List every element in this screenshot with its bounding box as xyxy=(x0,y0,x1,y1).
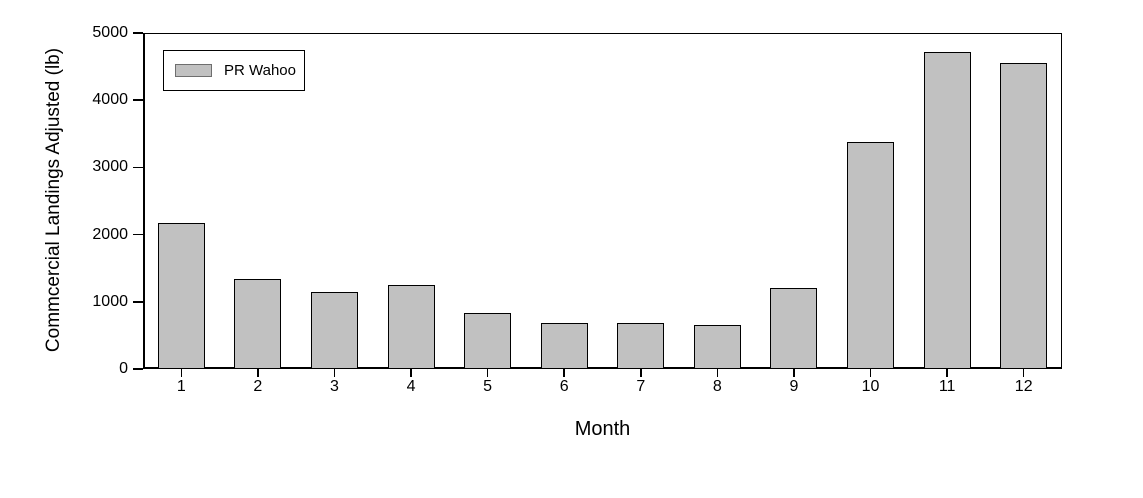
x-tick-5 xyxy=(486,369,489,377)
x-tick-label-3: 3 xyxy=(330,378,339,395)
x-tick-10 xyxy=(869,369,872,377)
bar-month-1 xyxy=(157,222,205,369)
x-tick-4 xyxy=(410,369,412,377)
legend: PR Wahoo xyxy=(163,50,305,91)
x-tick-label-2: 2 xyxy=(253,378,263,395)
x-axis-title: Month xyxy=(574,418,631,440)
x-tick-11 xyxy=(946,369,948,377)
x-tick-label-6: 6 xyxy=(559,378,569,395)
y-tick-1000 xyxy=(133,301,143,303)
y-tick-4000 xyxy=(133,99,143,101)
bar-month-5 xyxy=(464,313,512,369)
legend-swatch xyxy=(175,64,212,77)
bar-month-7 xyxy=(617,323,665,369)
x-tick-label-1: 1 xyxy=(176,378,186,395)
x-tick-label-4: 4 xyxy=(406,378,416,395)
x-tick-3 xyxy=(333,369,336,377)
legend-label: PR Wahoo xyxy=(224,62,296,79)
bar-month-8 xyxy=(693,325,741,369)
x-tick-label-12: 12 xyxy=(1014,378,1033,395)
y-tick-label-2000: 2000 xyxy=(92,225,128,243)
bar-month-11 xyxy=(923,51,971,369)
y-tick-label-3000: 3000 xyxy=(92,158,128,176)
x-tick-12 xyxy=(1022,369,1025,377)
bar-month-2 xyxy=(234,278,282,369)
x-tick-label-7: 7 xyxy=(636,378,646,395)
bar-month-4 xyxy=(387,285,435,369)
x-tick-6 xyxy=(563,369,565,377)
y-tick-0 xyxy=(133,368,143,370)
x-tick-9 xyxy=(793,369,795,377)
x-tick-8 xyxy=(716,369,719,377)
x-tick-label-11: 11 xyxy=(938,378,956,395)
bar-month-10 xyxy=(847,141,895,369)
y-tick-label-4000: 4000 xyxy=(92,91,128,109)
bar-month-12 xyxy=(1000,62,1048,369)
x-tick-label-5: 5 xyxy=(483,378,493,395)
x-tick-1 xyxy=(180,369,183,377)
y-tick-3000 xyxy=(133,166,143,169)
x-tick-2 xyxy=(257,369,259,377)
x-tick-7 xyxy=(640,369,642,377)
x-tick-label-9: 9 xyxy=(789,378,799,395)
bar-month-9 xyxy=(770,287,818,369)
x-tick-label-8: 8 xyxy=(712,378,722,395)
y-axis-title: Commcercial Landings Adjusted (lb) xyxy=(43,47,64,353)
y-tick-5000 xyxy=(133,32,143,34)
y-tick-2000 xyxy=(133,233,143,236)
bar-month-6 xyxy=(540,323,588,369)
y-tick-label-0: 0 xyxy=(119,360,128,377)
x-tick-label-10: 10 xyxy=(861,378,880,395)
bar-month-3 xyxy=(310,292,358,369)
y-tick-label-5000: 5000 xyxy=(92,24,128,41)
y-tick-label-1000: 1000 xyxy=(92,292,128,310)
